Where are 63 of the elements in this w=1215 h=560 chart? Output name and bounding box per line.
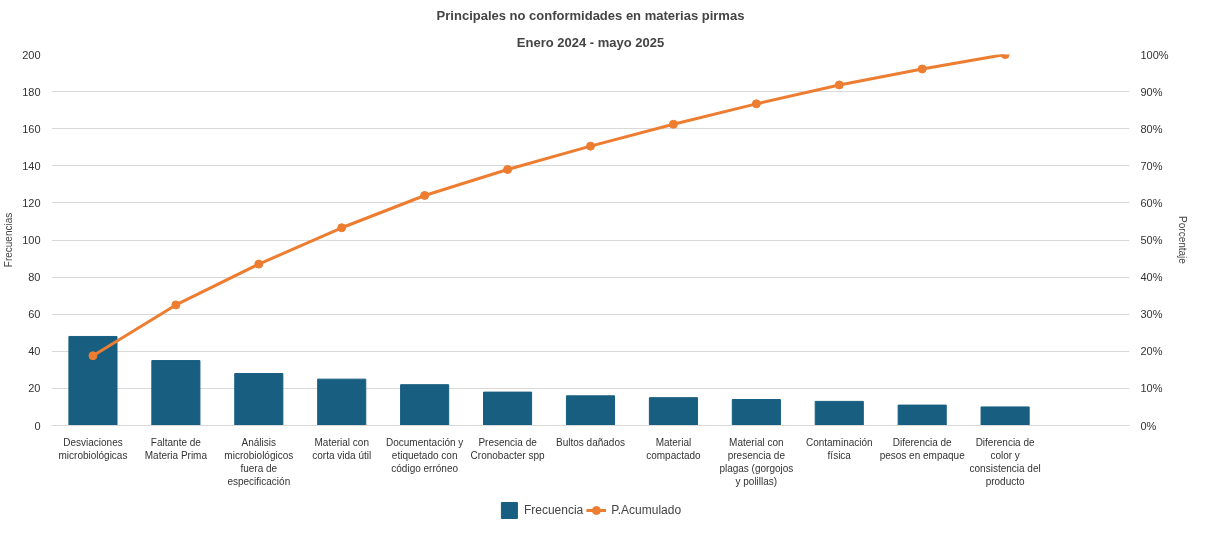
y2-tick-label: 100% bbox=[1140, 48, 1169, 61]
y-tick-label: 200 bbox=[22, 48, 41, 61]
point bbox=[586, 141, 595, 151]
point bbox=[254, 259, 264, 269]
x-tick-label: Faltante de Materia Prima bbox=[144, 436, 208, 461]
x-tick-label: Contaminación física bbox=[805, 436, 873, 461]
point bbox=[171, 300, 181, 310]
x-tick-label: Material con presencia de plagas (gorgojos y polillas) bbox=[719, 436, 794, 488]
bar bbox=[897, 404, 947, 426]
bar bbox=[980, 406, 1030, 426]
y-tick-label: 20 bbox=[28, 382, 41, 395]
point bbox=[88, 351, 98, 361]
bar bbox=[483, 391, 533, 426]
y-tick-label: 120 bbox=[22, 196, 41, 209]
x-tick-label: Desviaciones microbiológicas bbox=[58, 436, 128, 461]
point bbox=[503, 165, 513, 174]
legend-label: P.Acumulado bbox=[611, 503, 682, 517]
bar bbox=[565, 395, 616, 426]
y2-tick-label: 10% bbox=[1140, 382, 1163, 395]
bar bbox=[814, 400, 864, 426]
y-tick-label: 160 bbox=[22, 122, 41, 135]
y-tick-label: 60 bbox=[28, 308, 41, 321]
y2-tick-label: 0% bbox=[1140, 419, 1157, 432]
y-tick-label: 40 bbox=[28, 345, 41, 358]
x-tick-label: Documentación y etiquetado con código erróneo bbox=[386, 436, 464, 474]
point bbox=[917, 64, 927, 74]
bar bbox=[151, 360, 201, 426]
x-tick-label: Diferencia de color y consistencia del producto bbox=[969, 436, 1041, 488]
y-tick-label: 140 bbox=[22, 159, 41, 172]
x-tick-label: Material compactado bbox=[646, 436, 702, 461]
point bbox=[337, 223, 347, 233]
y2-tick-label: 40% bbox=[1140, 271, 1163, 284]
y-tick-label: 0 bbox=[34, 419, 41, 432]
y-tick-label: 100 bbox=[22, 234, 41, 246]
y2-tick-label: 20% bbox=[1140, 345, 1163, 358]
x-tick-label: Material con corta vida útil bbox=[312, 436, 372, 461]
bar bbox=[68, 335, 118, 426]
point bbox=[420, 190, 430, 200]
x-tick-label: Análisis microbiológicos fuera de especificación bbox=[224, 436, 294, 488]
chart-subtitle: Enero 2024 - mayo 2025 bbox=[516, 34, 665, 50]
y2-tick-label: 30% bbox=[1140, 308, 1163, 321]
y2-tick-label: 70% bbox=[1140, 159, 1163, 172]
y2-tick-label: 90% bbox=[1140, 85, 1163, 98]
point bbox=[751, 99, 761, 109]
bar bbox=[731, 399, 781, 426]
bar bbox=[400, 384, 450, 426]
x-tick-label: Bultos dañados bbox=[556, 436, 625, 448]
y2-axis-title: Porcentaje bbox=[1176, 216, 1188, 265]
y2-tick-label: 60% bbox=[1140, 196, 1163, 209]
y-tick-label: 80 bbox=[28, 271, 41, 284]
x-tick-label: Presencia de Cronobacter spp bbox=[470, 436, 545, 461]
chart-title: Principales no conformidades en materias pirmas bbox=[436, 7, 745, 23]
point bbox=[668, 119, 678, 129]
bar bbox=[234, 373, 284, 426]
x-tick-label: Diferencia de pesos en empaque bbox=[879, 436, 966, 461]
legend-label: Frecuencia bbox=[523, 503, 584, 517]
point bbox=[834, 80, 844, 90]
y-axis-title: Frecuencias bbox=[3, 212, 15, 268]
y-tick-label: 180 bbox=[22, 85, 41, 98]
bar bbox=[648, 397, 698, 426]
y2-tick-label: 80% bbox=[1140, 122, 1163, 135]
bar bbox=[317, 378, 367, 426]
y2-tick-label: 50% bbox=[1140, 234, 1163, 246]
